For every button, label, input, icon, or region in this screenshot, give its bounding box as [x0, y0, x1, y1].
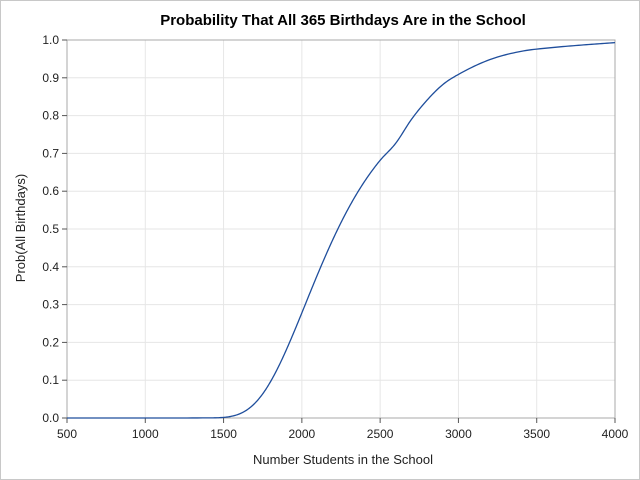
y-tick-label: 0.1	[42, 373, 59, 387]
y-tick-label: 0.2	[42, 335, 59, 349]
x-tick-label: 1000	[132, 427, 159, 441]
y-axis-label: Prob(All Birthdays)	[13, 174, 28, 282]
y-tick-label: 0.7	[42, 146, 59, 160]
chart-title: Probability That All 365 Birthdays Are i…	[160, 12, 526, 29]
y-tick-label: 0.9	[42, 71, 59, 85]
y-tick-label: 0.8	[42, 109, 59, 123]
axis-ticks: 500 1000 1500 2000 2500 3000 3500 4000 0.0 0.1 0.2…	[42, 33, 628, 441]
probability-line	[67, 42, 616, 419]
x-tick-label: 2000	[289, 427, 316, 441]
x-tick-label: 2500	[367, 427, 394, 441]
y-tick-label: 0.0	[42, 411, 59, 425]
y-tick-label: 1.0	[42, 33, 59, 47]
y-tick-label: 0.6	[42, 184, 59, 198]
x-tick-label: 4000	[602, 427, 629, 441]
x-tick-label: 500	[57, 427, 77, 441]
x-tick-label: 3500	[523, 427, 550, 441]
y-tick-label: 0.4	[42, 260, 59, 274]
gridlines	[66, 39, 616, 419]
x-axis-label: Number Students in the School	[253, 452, 433, 467]
y-tick-label: 0.5	[42, 222, 59, 236]
x-tick-label: 3000	[445, 427, 472, 441]
x-tick-label: 1500	[210, 427, 237, 441]
y-tick-label: 0.3	[42, 298, 59, 312]
